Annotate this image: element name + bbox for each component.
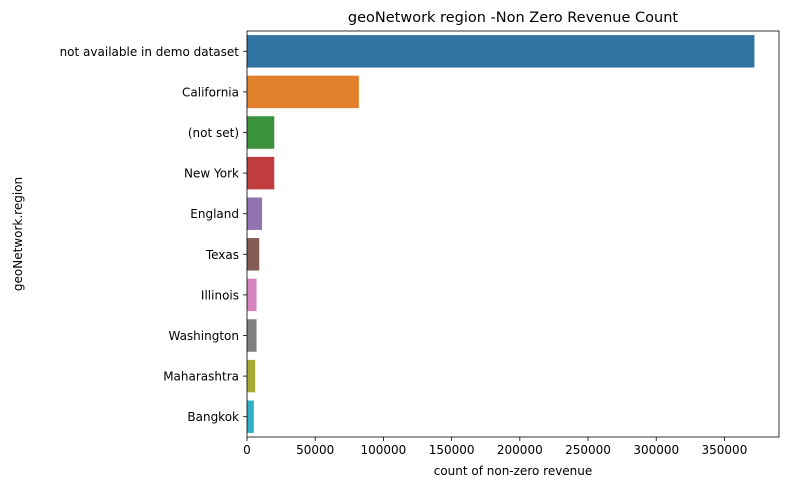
y-tick-label: Illinois (201, 288, 239, 302)
x-tick-labels: 0 50000 100000 150000 200000 250000 300000 3500… (243, 437, 747, 457)
x-tick-label: 150000 (429, 443, 475, 457)
bar (247, 238, 260, 271)
bar (247, 197, 263, 230)
plot-frame (246, 30, 780, 438)
y-tick-labels: not available in demo dataset California (… (60, 45, 247, 424)
chart-title: geoNetwork region -Non Zero Revenue Coun… (348, 10, 678, 26)
bar (247, 278, 257, 312)
bar (247, 35, 755, 68)
y-tick-label: England (190, 207, 239, 221)
bar (247, 116, 275, 149)
y-tick-label: Bangkok (187, 410, 239, 424)
bar (247, 359, 256, 393)
y-tick-label: Texas (205, 248, 239, 262)
bar (247, 400, 254, 433)
y-axis-label: geoNetwork.region (11, 177, 25, 291)
x-tick-label: 50000 (296, 443, 334, 457)
bar (247, 319, 257, 352)
bar (247, 75, 359, 109)
bar (247, 156, 275, 190)
x-tick-label: 250000 (565, 443, 611, 457)
x-tick-label: 0 (243, 443, 251, 457)
y-tick-label: Washington (168, 329, 239, 343)
y-tick-label: (not set) (188, 126, 239, 140)
y-tick-label: California (182, 85, 239, 99)
x-tick-label: 100000 (361, 443, 407, 457)
y-tick-label: not available in demo dataset (60, 45, 240, 59)
x-tick-label: 300000 (633, 443, 679, 457)
y-tick-label: Maharashtra (163, 370, 239, 384)
x-tick-label: 200000 (497, 443, 543, 457)
y-tick-label: New York (184, 167, 239, 181)
bars-layer (247, 35, 755, 433)
x-tick-label: 350000 (702, 443, 748, 457)
x-axis-label: count of non-zero revenue (434, 464, 593, 478)
